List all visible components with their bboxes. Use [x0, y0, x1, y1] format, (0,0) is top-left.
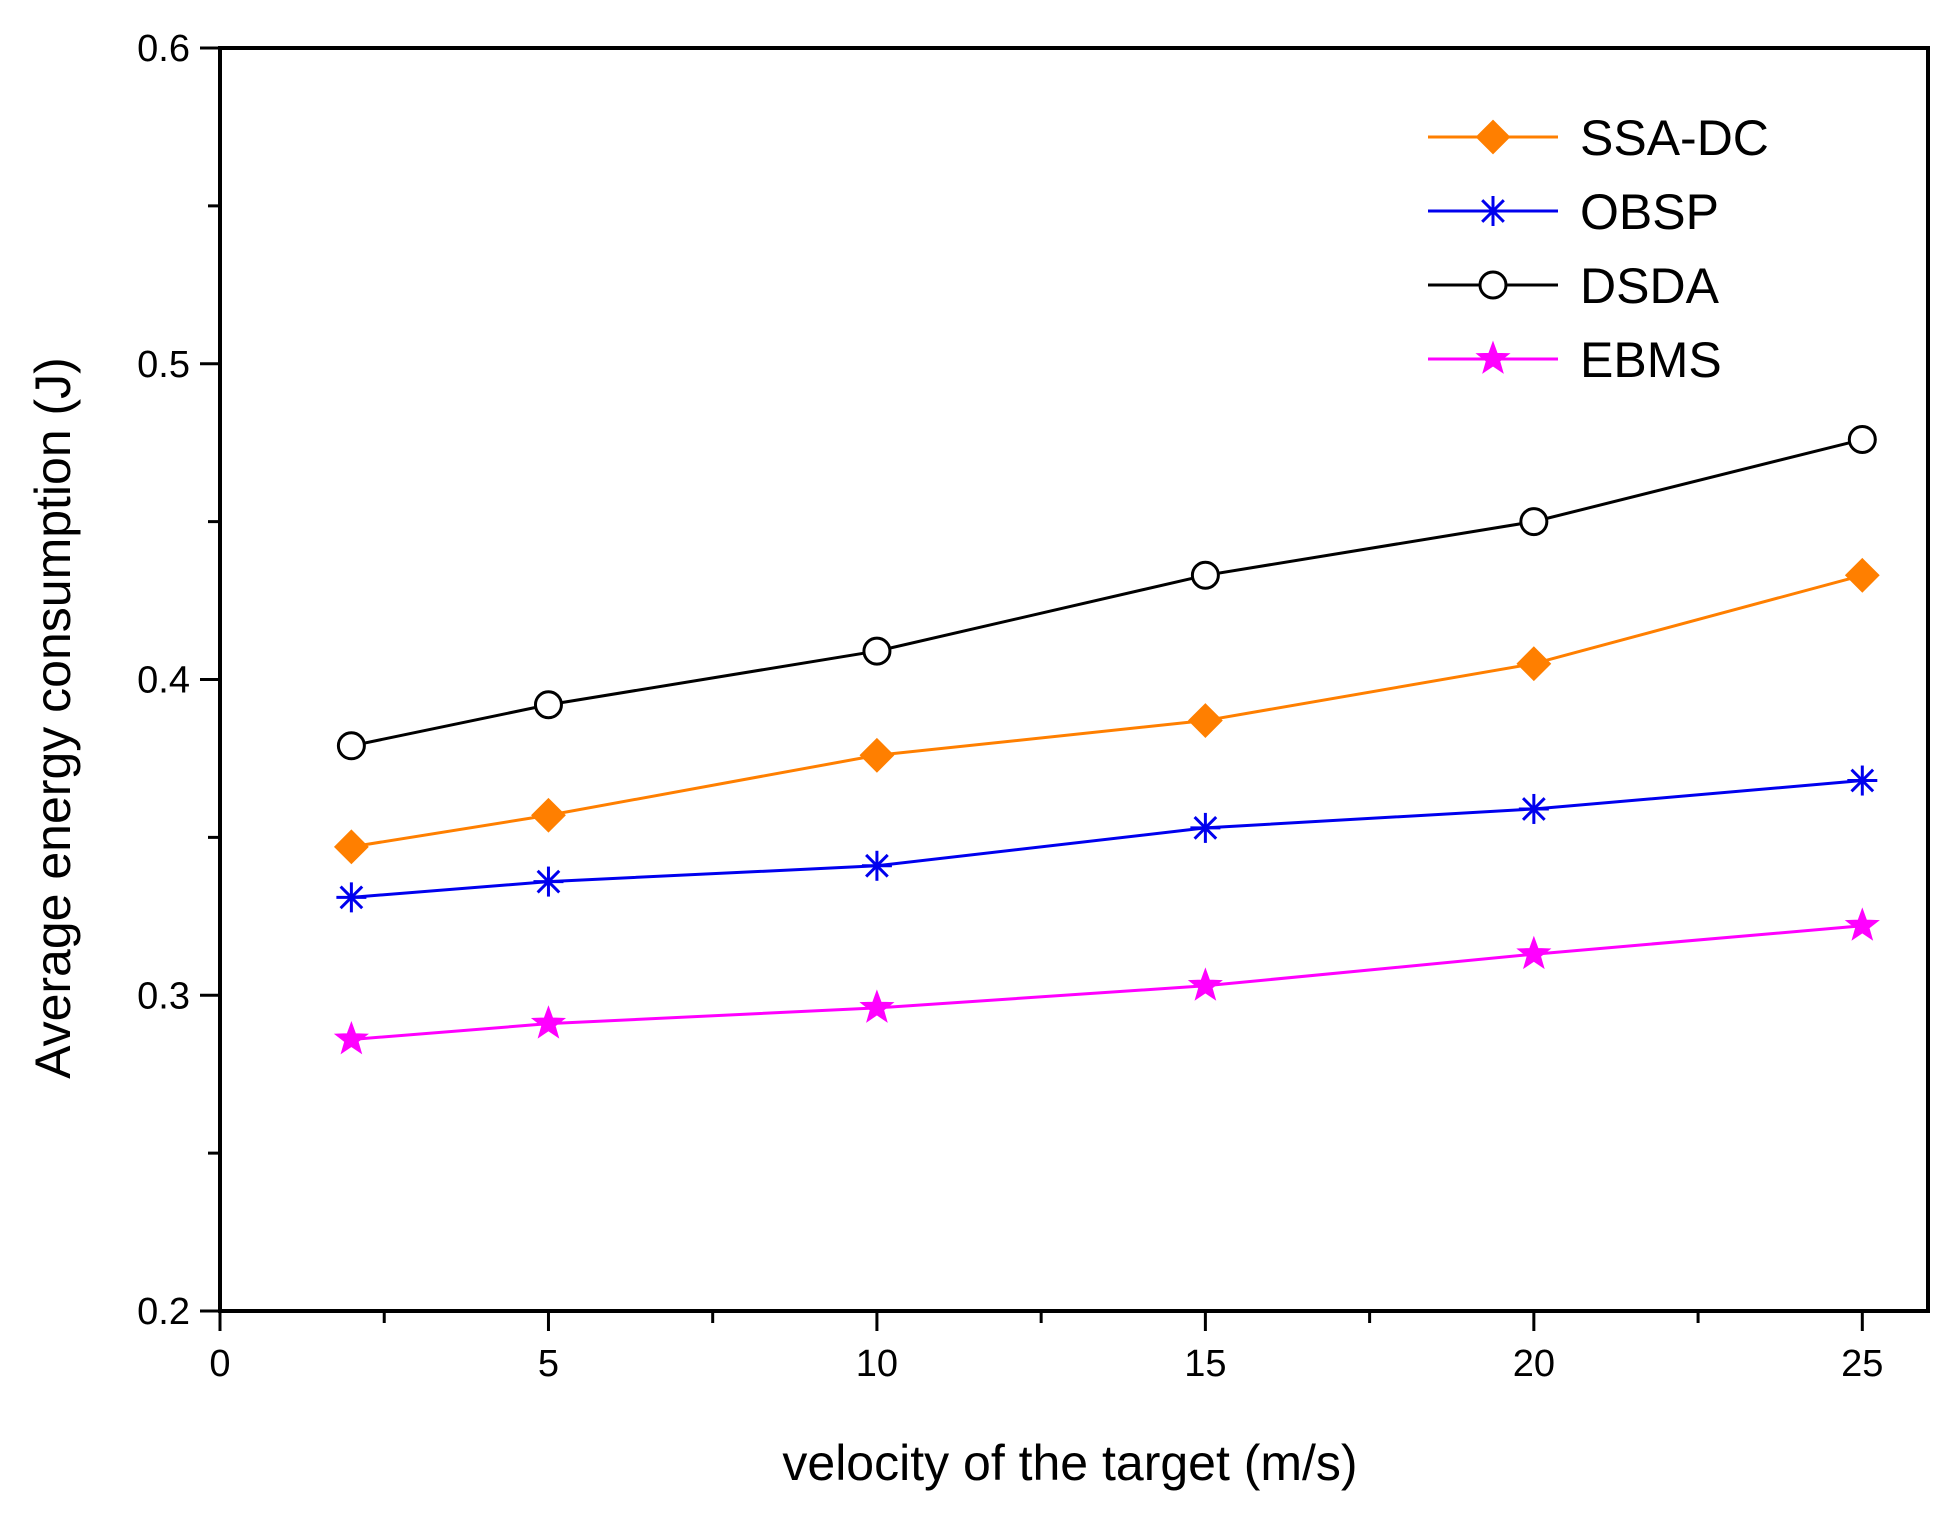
- legend-label-ssa-dc: SSA-DC: [1580, 110, 1769, 166]
- legend: SSA-DC OBSP DSDA EBMS: [1428, 110, 1769, 388]
- data-point-ebms: [333, 1020, 369, 1055]
- data-point-dsda: [1190, 560, 1220, 590]
- series-line-obsp: [351, 779, 1863, 899]
- legend-item-obsp: OBSP: [1428, 184, 1719, 240]
- data-point-obsp: [1518, 793, 1549, 824]
- data-point-ssa-dc: [333, 829, 369, 865]
- y-tick-label: 0.4: [137, 660, 190, 702]
- y-tick-label: 0.3: [137, 975, 190, 1017]
- series-line-ebms: [351, 924, 1863, 1041]
- x-tick-label: 20: [1513, 1343, 1555, 1385]
- legend-item-ssa-dc: SSA-DC: [1428, 110, 1769, 166]
- data-point-ssa-dc: [1516, 646, 1552, 682]
- y-axis-title: Average energy consumption (J): [25, 357, 81, 1079]
- x-tick-label: 5: [538, 1343, 559, 1385]
- legend-item-ebms: EBMS: [1428, 332, 1722, 388]
- data-point-dsda: [1519, 507, 1549, 537]
- data-point-obsp: [1190, 812, 1221, 843]
- x-axis: 0 5 10 15 20 25: [209, 1311, 1883, 1385]
- series-obsp: [336, 765, 1878, 913]
- data-point-ebms: [1187, 967, 1223, 1001]
- x-tick-label: 10: [856, 1343, 898, 1385]
- data-point-ssa-dc: [1187, 703, 1223, 738]
- legend-marker-ebms: [1475, 340, 1511, 374]
- data-point-ebms: [530, 1005, 567, 1039]
- data-point-dsda: [862, 636, 892, 666]
- series-ssa-dc: [333, 557, 1880, 865]
- data-point-dsda: [533, 690, 563, 720]
- data-point-dsda: [336, 731, 366, 761]
- data-point-dsda: [1847, 425, 1877, 455]
- data-point-ssa-dc: [1844, 557, 1880, 593]
- data-point-ebms: [1516, 935, 1552, 970]
- legend-label-ebms: EBMS: [1580, 332, 1722, 388]
- y-tick-label: 0.6: [137, 28, 190, 70]
- data-point-obsp: [336, 882, 367, 913]
- y-axis: 0.2 0.3 0.4 0.5 0.6: [137, 28, 220, 1333]
- data-point-obsp: [861, 850, 892, 881]
- legend-label-dsda: DSDA: [1580, 258, 1720, 314]
- data-point-ssa-dc: [531, 797, 566, 833]
- series-line-ssa-dc: [351, 573, 1863, 849]
- x-tick-label: 25: [1841, 1343, 1883, 1385]
- legend-marker-dsda: [1478, 270, 1508, 300]
- series-ebms: [333, 907, 1880, 1055]
- data-point-ebms: [1844, 907, 1880, 941]
- y-tick-label: 0.5: [137, 344, 190, 386]
- y-tick-label: 0.2: [137, 1291, 190, 1333]
- data-point-obsp: [533, 866, 564, 897]
- data-point-obsp: [1847, 765, 1878, 796]
- legend-item-dsda: DSDA: [1428, 258, 1720, 314]
- legend-label-obsp: OBSP: [1580, 184, 1719, 240]
- series-dsda: [336, 425, 1877, 761]
- series-layer: [333, 425, 1880, 1055]
- series-line-dsda: [351, 438, 1863, 748]
- x-tick-label: 15: [1184, 1343, 1226, 1385]
- x-axis-title: velocity of the target (m/s): [782, 1435, 1357, 1491]
- legend-marker-ssa-dc: [1475, 119, 1511, 155]
- legend-marker-obsp: [1478, 196, 1508, 226]
- data-point-ebms: [859, 989, 895, 1023]
- data-point-ssa-dc: [859, 737, 895, 773]
- x-tick-label: 0: [209, 1343, 230, 1385]
